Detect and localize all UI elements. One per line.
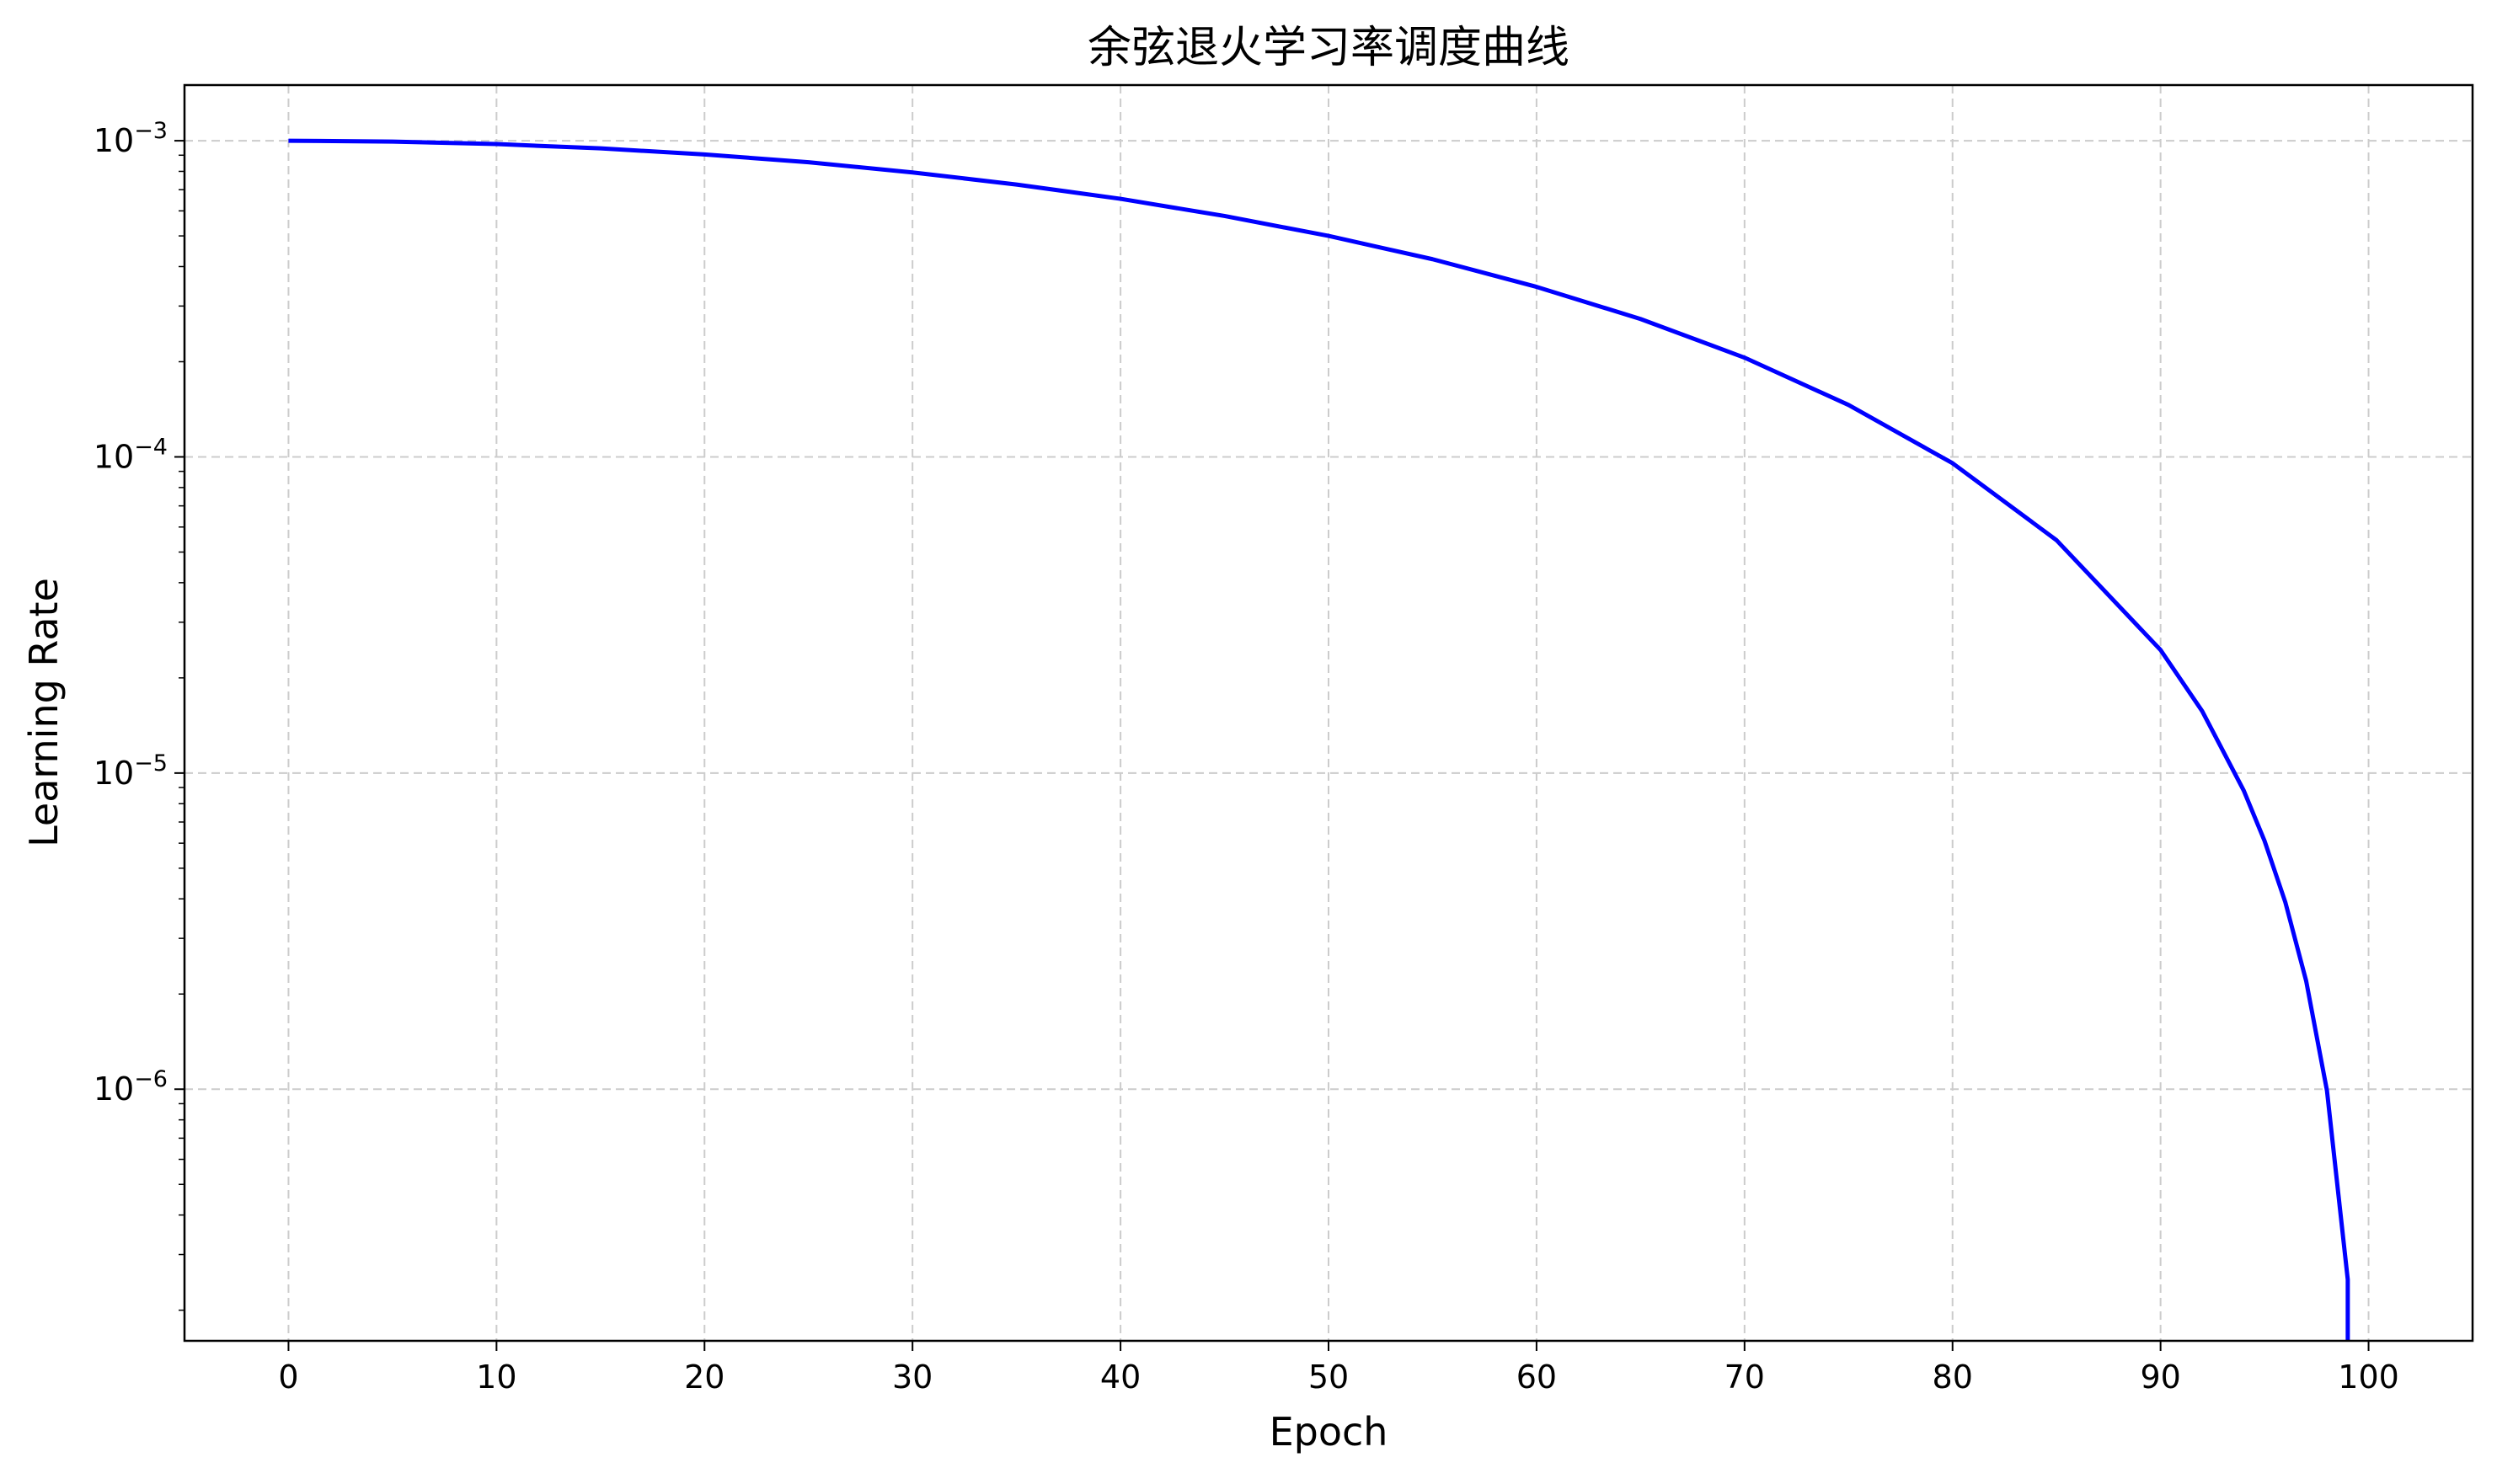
x-tick-label: 30 bbox=[892, 1359, 933, 1396]
y-tick-label: 10−3 bbox=[94, 118, 168, 159]
x-axis-label: Epoch bbox=[1270, 1409, 1388, 1455]
x-tick-label: 60 bbox=[1516, 1359, 1557, 1396]
x-tick-label: 10 bbox=[476, 1359, 516, 1396]
x-tick-label: 100 bbox=[2338, 1359, 2399, 1396]
x-tick-label: 40 bbox=[1100, 1359, 1141, 1396]
x-tick-label: 80 bbox=[1933, 1359, 1973, 1396]
x-tick-label: 50 bbox=[1308, 1359, 1349, 1396]
x-tick-label: 20 bbox=[684, 1359, 725, 1396]
y-axis-label: Learning Rate bbox=[21, 578, 67, 847]
axis-ticks: 0 10 20 30 40 50 60 70 80 90 100 10−6 10−5 10−4 10−3 bbox=[94, 118, 2399, 1396]
grid-lines bbox=[184, 85, 2473, 1341]
chart-title: 余弦退火学习率调度曲线 bbox=[1088, 23, 1569, 73]
y-tick-label: 10−6 bbox=[94, 1066, 168, 1108]
learning-rate-line bbox=[288, 138, 2350, 1341]
y-tick-label: 10−4 bbox=[94, 434, 168, 475]
y-tick-label: 10−5 bbox=[94, 750, 168, 792]
x-tick-label: 70 bbox=[1724, 1359, 1765, 1396]
x-tick-label: 90 bbox=[2140, 1359, 2180, 1396]
x-tick-label: 0 bbox=[278, 1359, 298, 1396]
